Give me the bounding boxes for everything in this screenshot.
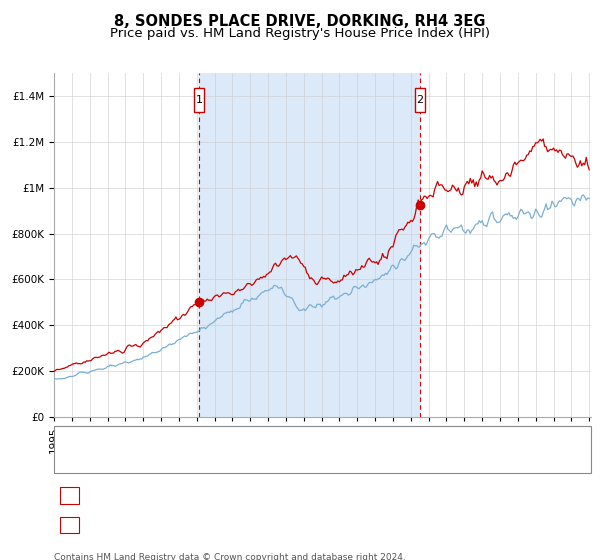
Text: 8, SONDES PLACE DRIVE, DORKING, RH4 3EG (detached house): 8, SONDES PLACE DRIVE, DORKING, RH4 3EG … bbox=[93, 433, 468, 446]
Text: HPI: Average price, detached house, Mole Valley: HPI: Average price, detached house, Mole… bbox=[93, 454, 378, 466]
Text: ——: —— bbox=[63, 433, 91, 447]
Bar bbox=[199, 73, 420, 417]
Text: Price paid vs. HM Land Registry's House Price Index (HPI): Price paid vs. HM Land Registry's House … bbox=[110, 27, 490, 40]
Text: 1: 1 bbox=[66, 491, 73, 501]
Text: 23% ↑ HPI: 23% ↑ HPI bbox=[378, 519, 440, 531]
Text: £500,000: £500,000 bbox=[240, 489, 296, 502]
Text: 1: 1 bbox=[196, 95, 202, 105]
Text: 07-JUL-2015: 07-JUL-2015 bbox=[99, 519, 171, 531]
Text: £925,000: £925,000 bbox=[240, 519, 296, 531]
Text: 14-FEB-2003: 14-FEB-2003 bbox=[99, 489, 175, 502]
Text: 21% ↑ HPI: 21% ↑ HPI bbox=[378, 489, 440, 502]
Text: ——: —— bbox=[63, 453, 91, 467]
Text: Contains HM Land Registry data © Crown copyright and database right 2024.
This d: Contains HM Land Registry data © Crown c… bbox=[54, 553, 406, 560]
FancyBboxPatch shape bbox=[194, 88, 204, 113]
Text: 8, SONDES PLACE DRIVE, DORKING, RH4 3EG: 8, SONDES PLACE DRIVE, DORKING, RH4 3EG bbox=[114, 14, 486, 29]
FancyBboxPatch shape bbox=[415, 88, 425, 113]
Text: 2: 2 bbox=[66, 520, 73, 530]
Text: 2: 2 bbox=[416, 95, 424, 105]
